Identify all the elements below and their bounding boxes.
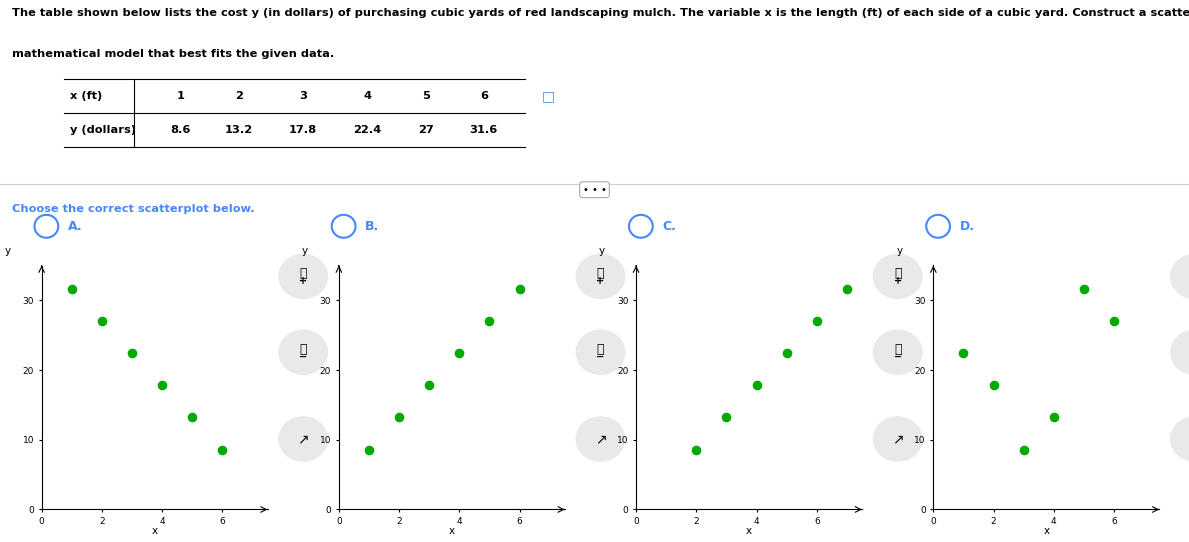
- Point: [359, 445, 378, 454]
- Circle shape: [575, 416, 625, 462]
- Point: [807, 317, 826, 326]
- Text: 🔍: 🔍: [300, 267, 307, 280]
- Point: [1014, 445, 1033, 454]
- Point: [480, 317, 499, 326]
- Circle shape: [873, 254, 923, 299]
- Text: 8.6: 8.6: [171, 125, 191, 135]
- Circle shape: [873, 416, 923, 462]
- Text: 🔍: 🔍: [597, 343, 604, 356]
- Text: ↗: ↗: [892, 432, 904, 446]
- Text: −: −: [300, 352, 307, 362]
- Circle shape: [278, 254, 328, 299]
- X-axis label: x: x: [746, 526, 753, 536]
- Text: +: +: [300, 276, 307, 286]
- Text: C.: C.: [662, 220, 677, 233]
- Circle shape: [1170, 330, 1189, 375]
- Text: −: −: [597, 352, 604, 362]
- Text: Choose the correct scatterplot below.: Choose the correct scatterplot below.: [12, 204, 254, 214]
- Point: [510, 285, 529, 294]
- Text: The table shown below lists the cost y (in dollars) of purchasing cubic yards of: The table shown below lists the cost y (…: [12, 8, 1189, 17]
- Circle shape: [575, 254, 625, 299]
- Circle shape: [278, 416, 328, 462]
- Circle shape: [873, 330, 923, 375]
- Point: [420, 381, 439, 390]
- Text: 1: 1: [177, 91, 184, 101]
- Point: [747, 381, 766, 390]
- Point: [122, 349, 141, 358]
- Text: 22.4: 22.4: [353, 125, 382, 135]
- Point: [449, 349, 468, 358]
- Point: [183, 413, 202, 422]
- Text: □: □: [542, 89, 555, 103]
- Point: [717, 413, 736, 422]
- Text: 🔍: 🔍: [300, 343, 307, 356]
- X-axis label: x: x: [151, 526, 158, 536]
- Text: D.: D.: [960, 220, 975, 233]
- Text: B.: B.: [365, 220, 379, 233]
- Text: A.: A.: [68, 220, 82, 233]
- Text: 4: 4: [364, 91, 371, 101]
- Circle shape: [1170, 416, 1189, 462]
- Text: 2: 2: [235, 91, 243, 101]
- Point: [152, 381, 171, 390]
- Circle shape: [1170, 254, 1189, 299]
- Text: 13.2: 13.2: [225, 125, 253, 135]
- Point: [984, 381, 1004, 390]
- Point: [1105, 317, 1124, 326]
- Text: ↗: ↗: [297, 432, 309, 446]
- Point: [687, 445, 706, 454]
- Point: [1044, 413, 1063, 422]
- Text: 3: 3: [300, 91, 307, 101]
- Point: [93, 317, 112, 326]
- Text: 17.8: 17.8: [289, 125, 317, 135]
- Y-axis label: y: y: [897, 246, 902, 256]
- Point: [213, 445, 232, 454]
- Point: [390, 413, 409, 422]
- Text: mathematical model that best fits the given data.: mathematical model that best fits the gi…: [12, 49, 334, 59]
- Point: [62, 285, 81, 294]
- X-axis label: x: x: [1043, 526, 1050, 536]
- Y-axis label: y: y: [5, 246, 11, 256]
- Text: 🔍: 🔍: [597, 267, 604, 280]
- Text: x (ft): x (ft): [70, 91, 102, 101]
- Text: • • •: • • •: [583, 185, 606, 195]
- Text: y (dollars): y (dollars): [70, 125, 137, 135]
- Text: 5: 5: [422, 91, 429, 101]
- Y-axis label: y: y: [599, 246, 605, 256]
- Text: +: +: [894, 276, 901, 286]
- Point: [778, 349, 797, 358]
- Point: [837, 285, 856, 294]
- Text: 31.6: 31.6: [470, 125, 498, 135]
- Text: +: +: [597, 276, 604, 286]
- Y-axis label: y: y: [302, 246, 308, 256]
- Text: 🔍: 🔍: [894, 343, 901, 356]
- Circle shape: [575, 330, 625, 375]
- Text: 🔍: 🔍: [894, 267, 901, 280]
- Point: [954, 349, 973, 358]
- Text: 6: 6: [480, 91, 487, 101]
- Point: [1075, 285, 1094, 294]
- Text: −: −: [894, 352, 901, 362]
- Circle shape: [278, 330, 328, 375]
- Text: ↗: ↗: [594, 432, 606, 446]
- Text: 27: 27: [417, 125, 434, 135]
- X-axis label: x: x: [448, 526, 455, 536]
